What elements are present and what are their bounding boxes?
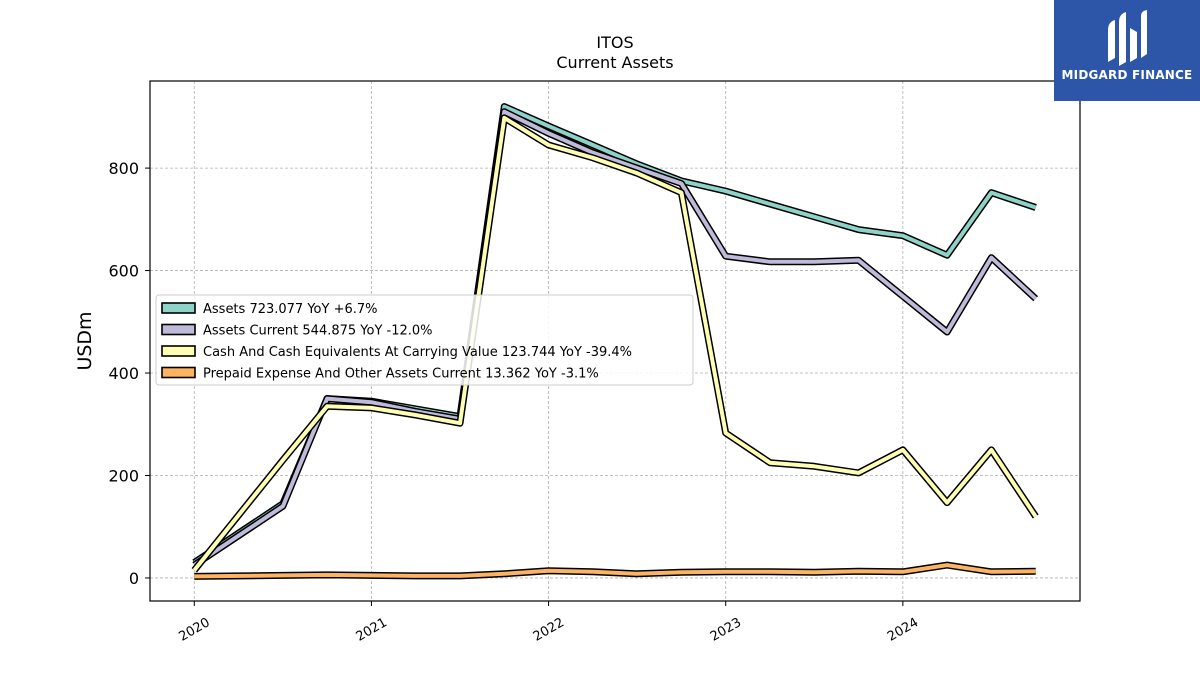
brand-mark-icon	[1108, 10, 1147, 66]
y-tick-label: 400	[108, 364, 139, 383]
y-tick-label: 200	[108, 466, 139, 485]
brand-logo: MIDGARD FINANCE	[1054, 0, 1200, 101]
series-line	[192, 115, 1038, 572]
x-tick-label: 2023	[708, 615, 744, 645]
brand-name: MIDGARD FINANCE	[1061, 68, 1193, 82]
x-tick-label: 2020	[176, 615, 212, 645]
chart-subtitle: Current Assets	[556, 53, 673, 72]
chart-title: ITOS	[596, 33, 633, 52]
x-tick-label: 2022	[531, 615, 567, 645]
legend-label: Assets Current 544.875 YoY -12.0%	[203, 324, 433, 339]
x-tick-label: 2021	[354, 615, 390, 645]
series-line	[193, 109, 1038, 567]
legend-swatch	[161, 366, 196, 379]
legend-box	[155, 294, 694, 386]
y-tick-label: 800	[108, 159, 139, 178]
legend-label: Cash And Cash Equivalents At Carrying Va…	[203, 345, 632, 360]
legend-swatch	[161, 323, 196, 336]
legend: Assets 723.077 YoY +6.7% Assets Current 5…	[155, 294, 694, 386]
legend-label: Prepaid Expense And Other Assets Current…	[203, 367, 599, 382]
legend-swatch	[161, 302, 196, 314]
y-tick-label: 600	[108, 262, 139, 281]
y-axis-label: USDm	[74, 311, 96, 370]
legend-swatch	[161, 345, 196, 357]
series-line	[194, 563, 1036, 579]
y-tick-label: 0	[129, 569, 139, 588]
legend-label: Assets 723.077 YoY +6.7%	[203, 302, 378, 317]
x-tick-label: 2024	[885, 615, 921, 645]
series-layer	[191, 103, 1039, 580]
plot-area	[149, 80, 1081, 602]
